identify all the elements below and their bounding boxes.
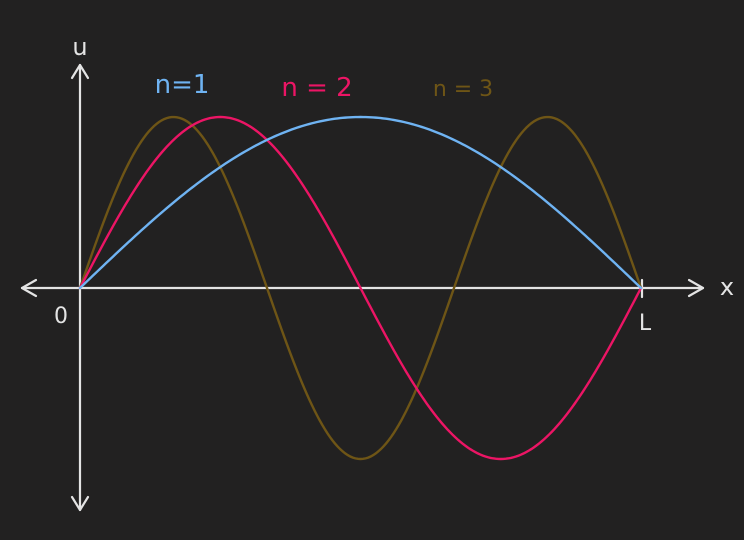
- x-axis-right-arrow: [687, 278, 705, 298]
- origin-label: 0: [54, 304, 68, 329]
- x-axis: [20, 278, 705, 299]
- mode-n1-curve: [78, 115, 643, 290]
- mode-n3-curve: [78, 115, 643, 461]
- x-axis-left-arrow: [20, 278, 38, 298]
- mode-n2-curve: [78, 115, 643, 461]
- end-label: L: [639, 311, 652, 336]
- mode-n1-label: n=1: [155, 70, 210, 100]
- x-axis-label: x: [720, 273, 734, 301]
- u-axis-bottom-arrow: [70, 495, 90, 512]
- mode-n2-label: n = 2: [281, 73, 352, 103]
- u-axis-label: u: [72, 33, 87, 61]
- mode-n3-label: n = 3: [433, 77, 493, 102]
- u-axis-top-arrow: [70, 63, 90, 80]
